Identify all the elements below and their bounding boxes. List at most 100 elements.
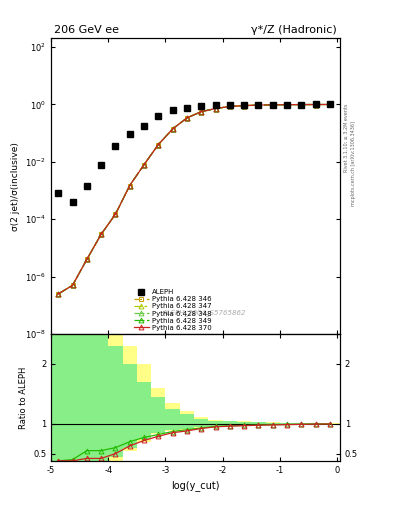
Pythia 6.428 348 [84,257,89,263]
ALEPH [99,162,103,168]
Line: ALEPH: ALEPH [55,102,333,205]
Pythia 6.428 370 [99,231,103,238]
Pythia 6.428 347 [228,103,232,110]
Pythia 6.428 370 [142,162,147,168]
Text: γ*/Z (Hadronic): γ*/Z (Hadronic) [251,26,337,35]
Pythia 6.428 370 [56,291,61,297]
Pythia 6.428 370 [199,109,204,115]
ALEPH [228,102,232,108]
Pythia 6.428 348 [185,115,189,121]
Pythia 6.428 347 [127,182,132,188]
Pythia 6.428 349 [156,141,161,147]
Pythia 6.428 349 [213,105,218,112]
Pythia 6.428 349 [313,101,318,108]
Pythia 6.428 347 [313,101,318,108]
Pythia 6.428 349 [256,102,261,108]
Pythia 6.428 349 [127,182,132,188]
ALEPH [113,143,118,150]
Pythia 6.428 348 [256,102,261,108]
Text: ALEPH_2004_S5765862: ALEPH_2004_S5765862 [162,310,246,316]
ALEPH [299,101,304,108]
Pythia 6.428 347 [242,102,246,109]
Pythia 6.428 347 [270,102,275,108]
Pythia 6.428 348 [270,102,275,108]
Pythia 6.428 346 [213,105,218,112]
Pythia 6.428 370 [313,101,318,108]
Pythia 6.428 346 [199,109,204,115]
Pythia 6.428 346 [70,282,75,288]
Pythia 6.428 348 [199,109,204,115]
Pythia 6.428 348 [299,101,304,108]
Pythia 6.428 348 [113,211,118,217]
Pythia 6.428 370 [213,105,218,112]
Pythia 6.428 347 [256,102,261,108]
Pythia 6.428 346 [228,103,232,110]
Pythia 6.428 348 [328,101,332,108]
Pythia 6.428 348 [127,182,132,188]
Pythia 6.428 348 [242,102,246,109]
Pythia 6.428 348 [313,101,318,108]
Pythia 6.428 349 [113,211,118,217]
Pythia 6.428 346 [84,257,89,263]
Pythia 6.428 348 [213,105,218,112]
Pythia 6.428 370 [228,103,232,110]
ALEPH [256,101,261,108]
Pythia 6.428 348 [142,162,147,168]
Pythia 6.428 370 [242,102,246,109]
Pythia 6.428 349 [270,102,275,108]
Pythia 6.428 348 [170,126,175,132]
Pythia 6.428 346 [56,291,61,297]
Pythia 6.428 346 [156,141,161,147]
Text: 206 GeV ee: 206 GeV ee [54,26,119,35]
Pythia 6.428 348 [228,103,232,110]
Pythia 6.428 347 [285,101,289,108]
ALEPH [142,123,147,129]
Line: Pythia 6.428 348: Pythia 6.428 348 [56,102,332,296]
Pythia 6.428 349 [242,102,246,109]
Text: mcplots.cern.ch [arXiv:1306.3436]: mcplots.cern.ch [arXiv:1306.3436] [351,121,356,206]
Pythia 6.428 348 [56,291,61,297]
Pythia 6.428 348 [156,141,161,147]
Pythia 6.428 349 [328,101,332,108]
Pythia 6.428 348 [99,231,103,238]
ALEPH [127,132,132,138]
Pythia 6.428 346 [99,231,103,238]
Pythia 6.428 347 [142,162,147,168]
Line: Pythia 6.428 347: Pythia 6.428 347 [56,102,332,296]
Pythia 6.428 346 [170,126,175,132]
Pythia 6.428 347 [185,115,189,121]
Pythia 6.428 349 [185,115,189,121]
Pythia 6.428 347 [328,101,332,108]
Pythia 6.428 346 [142,162,147,168]
Pythia 6.428 346 [270,102,275,108]
Pythia 6.428 346 [185,115,189,121]
Pythia 6.428 370 [185,115,189,121]
Legend: ALEPH, Pythia 6.428 346, Pythia 6.428 347, Pythia 6.428 348, Pythia 6.428 349, P: ALEPH, Pythia 6.428 346, Pythia 6.428 34… [134,289,211,331]
ALEPH [285,101,289,108]
Pythia 6.428 349 [199,109,204,115]
X-axis label: log(y_cut): log(y_cut) [171,480,220,491]
Text: Rivet 3.1.10; ≥ 3.2M events: Rivet 3.1.10; ≥ 3.2M events [344,104,349,173]
Pythia 6.428 348 [70,282,75,288]
Pythia 6.428 370 [113,211,118,217]
ALEPH [270,101,275,108]
ALEPH [185,104,189,111]
Pythia 6.428 346 [242,102,246,109]
Pythia 6.428 347 [84,257,89,263]
Pythia 6.428 370 [328,101,332,108]
Y-axis label: Ratio to ALEPH: Ratio to ALEPH [18,366,28,429]
Pythia 6.428 370 [270,102,275,108]
Pythia 6.428 347 [213,105,218,112]
Pythia 6.428 346 [328,101,332,108]
Pythia 6.428 346 [113,211,118,217]
Pythia 6.428 347 [70,282,75,288]
Pythia 6.428 370 [256,102,261,108]
Pythia 6.428 348 [285,101,289,108]
ALEPH [213,102,218,109]
Pythia 6.428 349 [142,162,147,168]
Pythia 6.428 370 [299,101,304,108]
Pythia 6.428 349 [299,101,304,108]
Pythia 6.428 347 [299,101,304,108]
ALEPH [170,108,175,114]
Pythia 6.428 370 [70,282,75,288]
